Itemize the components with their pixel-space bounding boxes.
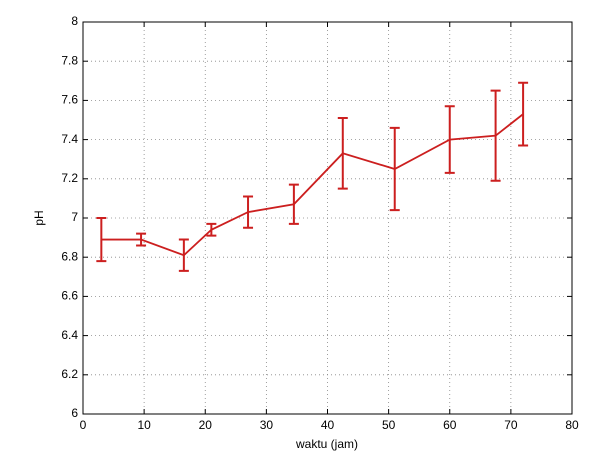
y-tick-label: 7.8 [61,53,78,67]
error-bar [337,117,348,190]
x-tick-label: 30 [260,418,274,432]
y-tick-label: 7.4 [61,132,78,146]
y-tick-label: 6 [71,406,78,420]
error-bar [389,126,400,212]
y-tick-label: 8 [71,14,78,28]
y-axis-label: pH [32,210,46,225]
y-tick-label: 7.6 [61,93,78,107]
x-tick-label: 60 [443,418,457,432]
y-tick-label: 6.2 [61,367,78,381]
error-bar [444,105,455,174]
error-bar [96,217,107,263]
x-tick-label: 0 [80,418,87,432]
y-tick-label: 7 [71,210,78,224]
x-tick-label: 70 [504,418,518,432]
x-axis-label: waktu (jam) [295,437,358,451]
error-bar [288,183,299,225]
error-bar [206,222,217,237]
error-bar [243,195,254,229]
y-tick-label: 6.6 [61,289,78,303]
x-tick-label: 50 [382,418,396,432]
y-tick-label: 6.8 [61,249,78,263]
error-bar [178,238,189,272]
y-tick-label: 7.2 [61,171,78,185]
error-bar [136,232,147,247]
plot-frame [82,21,573,415]
error-bar [518,81,529,147]
x-tick-label: 40 [321,418,335,432]
x-tick-label: 20 [199,418,213,432]
y-tick-label: 6.4 [61,328,78,342]
x-tick-label: 10 [137,418,151,432]
x-tick-label: 80 [565,418,579,432]
error-bar [490,89,501,182]
